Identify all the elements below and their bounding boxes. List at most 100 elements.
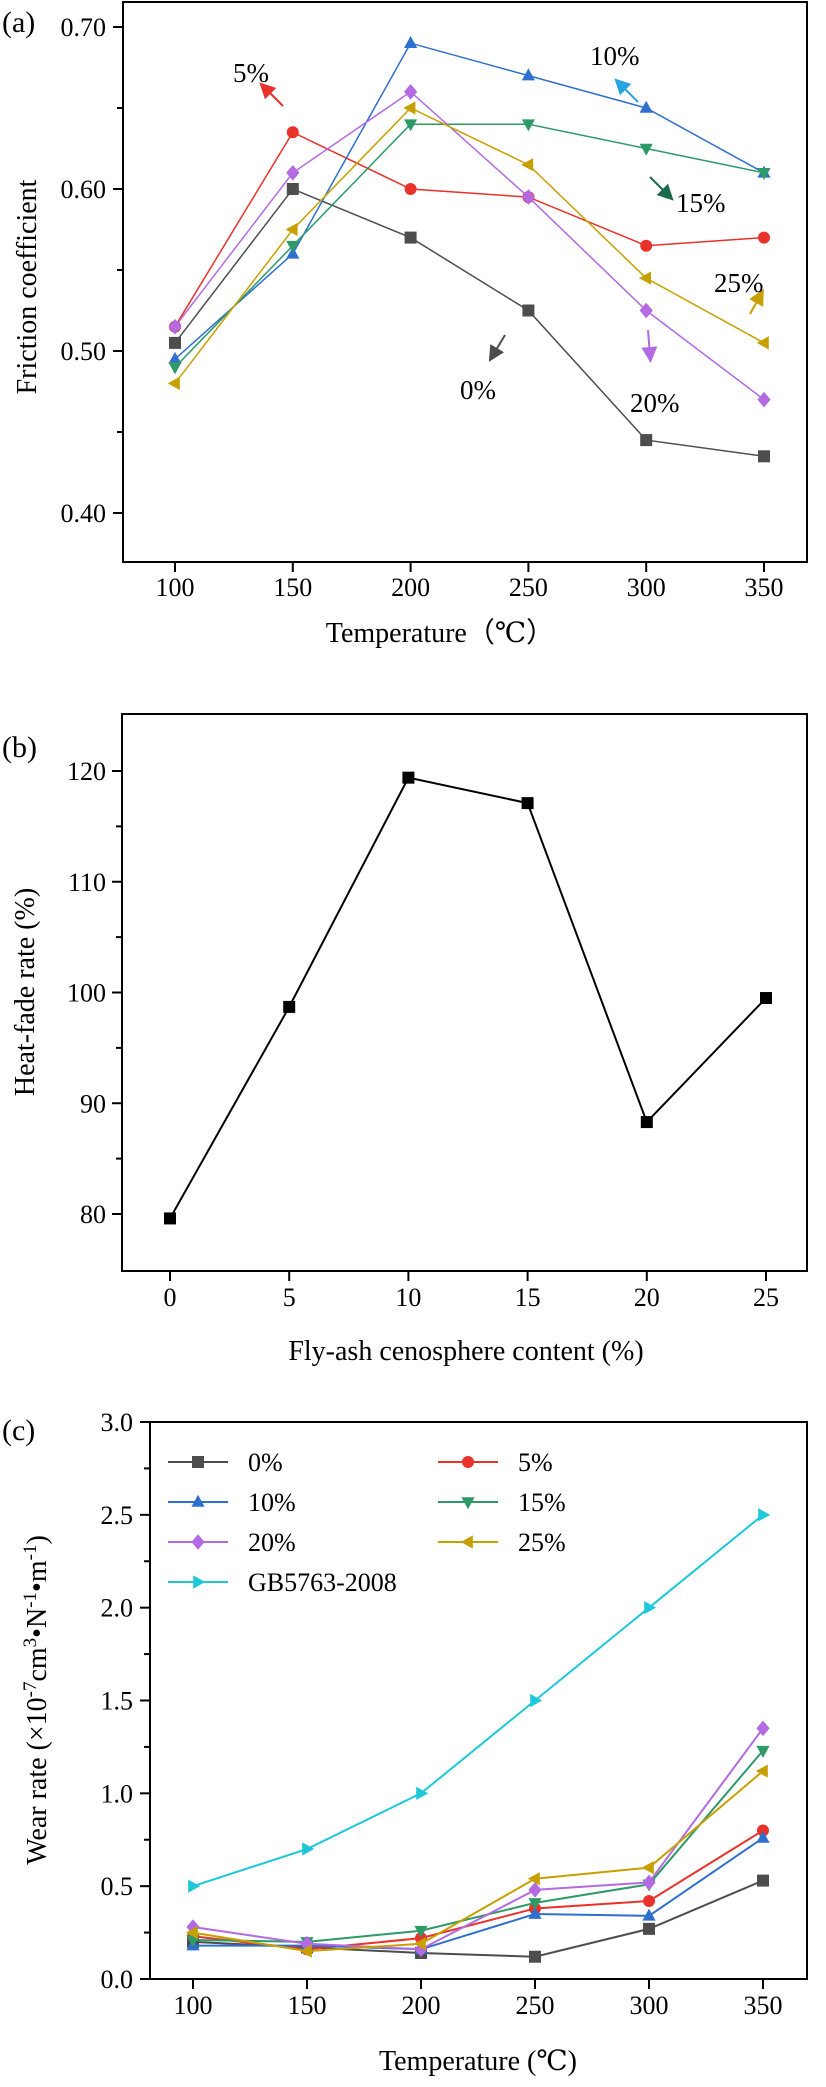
series-line (192, 1770, 764, 1953)
panel-c-x-axis-title: Temperature (℃) (379, 2046, 577, 2077)
legend-label: GB5763-2008 (248, 1568, 397, 1597)
data-point (755, 1764, 768, 1778)
x-tick-label: 100 (156, 573, 195, 602)
y-tick-label: 1.5 (101, 1687, 134, 1716)
panel-b-label: (b) (2, 731, 37, 764)
annotation-arrow-20pct (641, 329, 658, 363)
panel-b-x-axis: 0 5 10 15 20 25 (164, 1271, 779, 1312)
panel-c-y-axis: 0.0 0.5 1.0 1.5 2.0 2.5 3.0 (101, 1408, 150, 1994)
y-tick-label: 90 (80, 1089, 106, 1118)
data-point (756, 336, 769, 350)
panel-b-plot-frame (121, 713, 808, 1272)
series-20% (168, 84, 771, 408)
series-line (169, 776, 767, 1219)
legend-label: 15% (518, 1488, 566, 1517)
data-point (641, 1861, 654, 1875)
panel-a-x-axis-title: Temperature（℃） (326, 617, 554, 649)
x-tick-label: 350 (745, 573, 784, 602)
panel-a-x-axis: 100 150 200 250 300 350 (156, 562, 784, 602)
legend-item: GB5763-2008 (168, 1568, 397, 1597)
data-point (758, 450, 770, 463)
series-25% (167, 101, 769, 390)
x-tick-label: 150 (273, 573, 312, 602)
data-point (404, 231, 417, 244)
series-line (174, 123, 765, 368)
series-line (192, 1727, 764, 1951)
x-tick-label: 20 (634, 1283, 660, 1312)
data-point (756, 1745, 770, 1758)
panel-b-y-axis: 80 90 100 110 120 (67, 757, 122, 1229)
annotation-arrow-25pct (749, 289, 764, 315)
series-line (174, 188, 765, 458)
series-line (193, 1837, 764, 1951)
y-tick-label: 0.60 (61, 175, 107, 204)
panel-b-series-group (164, 771, 772, 1225)
data-point (757, 391, 771, 408)
legend-label: 5% (518, 1448, 553, 1477)
legend-item: 5% (438, 1448, 553, 1477)
y-tick-label: 0.50 (61, 337, 107, 366)
data-point (760, 992, 772, 1005)
data-point (522, 304, 535, 317)
data-point (529, 1950, 541, 1963)
panel-c-legend: 0% 5% 10% 15% 20% 25% GB5763-2008 (168, 1448, 566, 1597)
annotation-label-5pct: 5% (233, 58, 269, 88)
panel-b-y-axis-title: Heat-fade rate (%) (10, 888, 41, 1096)
legend-label: 25% (518, 1528, 566, 1557)
series-10% (186, 1830, 770, 1955)
x-tick-label: 250 (509, 573, 548, 602)
data-point (758, 231, 770, 244)
legend-marker (462, 1456, 474, 1468)
legend-item: 20% (168, 1528, 296, 1557)
data-point (639, 271, 651, 285)
series-5% (169, 126, 770, 333)
data-point (302, 1842, 315, 1856)
panel-a-label: (a) (2, 6, 35, 39)
y-tick-label: 0.5 (101, 1872, 134, 1901)
legend-label: 20% (248, 1528, 296, 1557)
data-point (530, 1693, 543, 1708)
data-point (758, 1508, 771, 1522)
panel-b-x-axis-title: Fly-ash cenosphere content (%) (288, 1336, 643, 1367)
series-GB5763-2008 (188, 1508, 771, 1893)
x-tick-label: 0 (164, 1283, 177, 1312)
y-tick-label: 0.40 (61, 499, 107, 528)
series-25% (185, 1764, 768, 1958)
data-point (167, 376, 180, 390)
data-point (643, 1922, 655, 1935)
legend-marker (191, 1494, 205, 1507)
data-point (285, 222, 298, 237)
data-point (521, 119, 535, 132)
data-point (639, 302, 653, 319)
data-point (644, 1601, 657, 1615)
legend-item: 15% (438, 1488, 566, 1517)
series-line (174, 90, 765, 401)
series-line (192, 1514, 764, 1888)
panel-c-y-axis-title: Wear rate (×10-7cm3•N-1•m-1) (20, 1535, 53, 1865)
annotation-arrow-0pct (488, 334, 506, 362)
annotation-label-20pct: 20% (630, 388, 680, 418)
y-tick-label: 100 (67, 979, 106, 1008)
data-point (527, 1872, 540, 1886)
data-point (642, 1874, 656, 1891)
y-tick-label: 0.0 (101, 1965, 134, 1994)
data-point (521, 797, 534, 810)
legend-label: 10% (248, 1488, 296, 1517)
data-point (528, 1898, 542, 1911)
data-point (164, 1212, 176, 1225)
panel-a-series-group (167, 36, 771, 463)
x-tick-label: 10 (395, 1283, 421, 1312)
annotation-arrow-5pct (259, 82, 284, 107)
data-point (757, 1824, 769, 1837)
y-tick-label: 120 (67, 757, 106, 786)
data-point (404, 36, 418, 48)
legend-marker (460, 1535, 473, 1549)
data-point (640, 239, 653, 252)
data-point (639, 143, 653, 156)
data-point (414, 1925, 428, 1938)
data-point (188, 1879, 201, 1893)
series-line (174, 42, 765, 360)
panel-b-heat-fade-chart: (b) 80 90 100 110 120 0 5 10 15 20 25 Heat-fade r… (2, 713, 808, 1367)
annotation-label-0pct: 0% (460, 375, 496, 405)
